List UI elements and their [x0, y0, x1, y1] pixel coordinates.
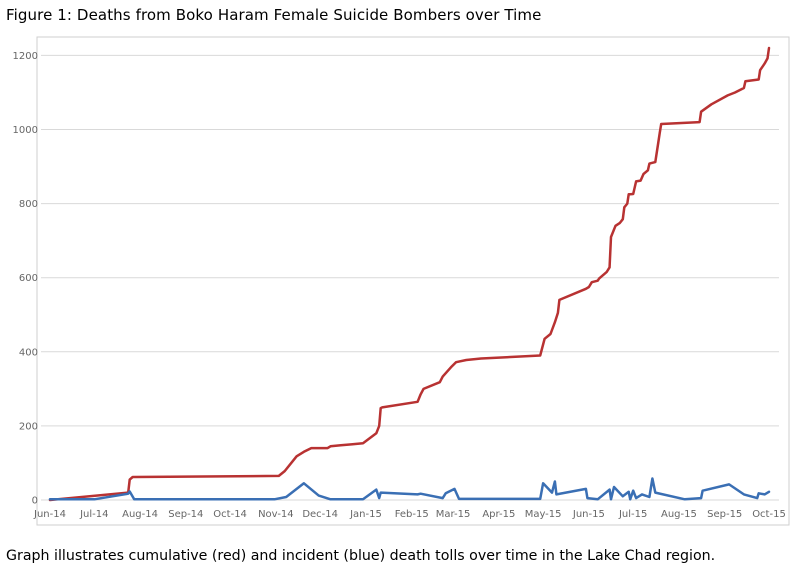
x-tick-label: Aug-14 [122, 509, 158, 520]
x-tick-label: Sep-14 [168, 509, 203, 520]
x-tick-label: Jun-15 [572, 509, 605, 520]
y-tick-label: 200 [19, 421, 38, 432]
x-tick-label: Nov-14 [258, 509, 294, 520]
y-tick-label: 1200 [13, 51, 38, 62]
series-line-cumulative [48, 46, 771, 502]
y-gridlines [41, 54, 779, 501]
x-tick-labels: Jun-14 Jul-14 Aug-14 Sep-14 Oct-14 Nov-14 Dec-… [33, 509, 786, 520]
y-tick-label: 600 [19, 273, 38, 284]
y-tick-label: 1000 [13, 125, 38, 136]
chart-frame [36, 36, 790, 526]
chart: 0 200 400 600 800 1000 1200 Jun-14 Jul-14 Aug-14… [0, 36, 800, 531]
x-tick-label: May-15 [525, 509, 562, 520]
x-tick-label: Aug-15 [661, 509, 697, 520]
figure-title: Figure 1: Deaths from Boko Haram Female … [6, 6, 542, 24]
series-line-incident [48, 477, 771, 501]
y-tick-label: 400 [19, 347, 38, 358]
x-tick-label: Sep-15 [707, 509, 742, 520]
x-tick-label: Oct-15 [752, 509, 786, 520]
y-tick-label: 800 [19, 199, 38, 210]
x-tick-label: Feb-15 [395, 509, 429, 520]
x-tick-label: Jul-14 [79, 509, 108, 520]
x-tick-label: Jun-14 [33, 509, 66, 520]
y-tick-labels: 0 200 400 600 800 1000 1200 [13, 51, 38, 507]
x-tick-label: Oct-14 [213, 509, 247, 520]
y-tick-label: 0 [32, 496, 38, 507]
x-tick-label: Apr-15 [482, 509, 515, 520]
x-tick-label: Jan-15 [349, 509, 382, 520]
x-tick-label: Dec-14 [302, 509, 338, 520]
x-tick-label: Mar-15 [436, 509, 471, 520]
chart-canvas: 0 200 400 600 800 1000 1200 Jun-14 Jul-14 Aug-14… [13, 36, 790, 526]
series-lines [48, 46, 771, 502]
x-tick-label: Jul-15 [618, 509, 647, 520]
figure-caption: Graph illustrates cumulative (red) and i… [6, 548, 716, 564]
